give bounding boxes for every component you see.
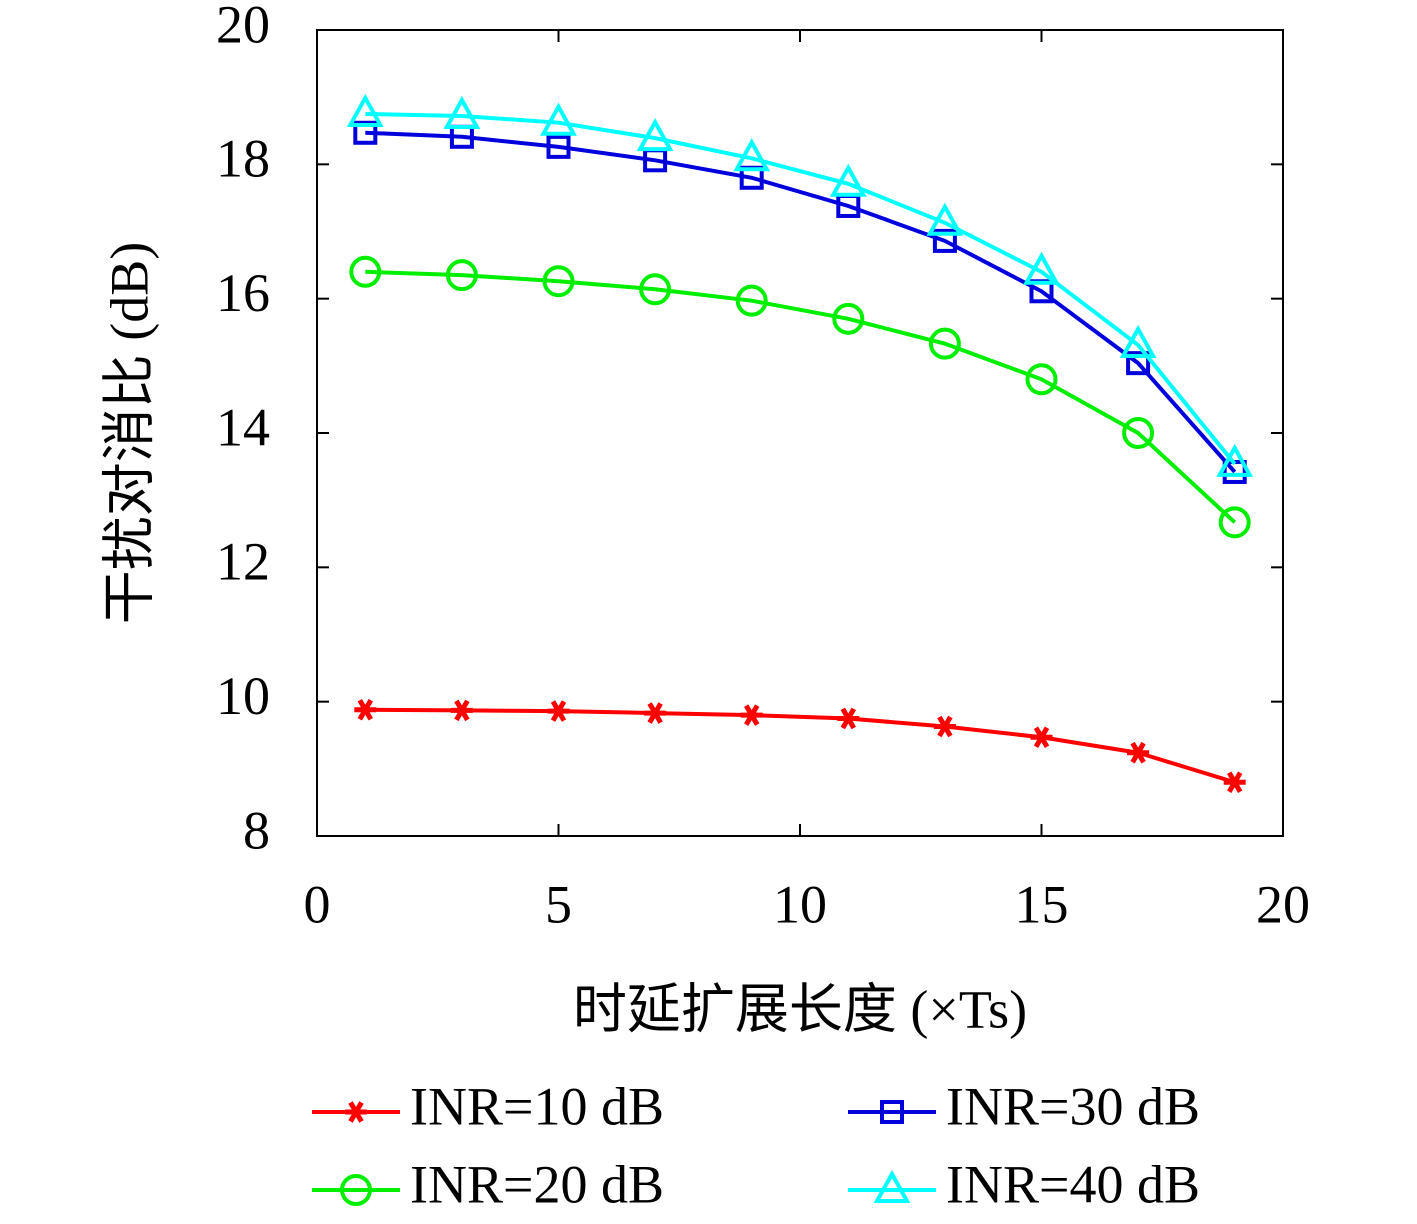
legend-label: INR=10 dB — [410, 1076, 664, 1136]
data-marker — [837, 707, 860, 730]
data-marker — [353, 120, 378, 145]
data-marker — [1030, 726, 1053, 749]
data-marker — [1216, 443, 1254, 477]
legend-label: INR=40 dB — [946, 1154, 1200, 1214]
x-tick-label: 0 — [304, 874, 331, 934]
data-marker — [540, 102, 577, 136]
data-marker — [354, 698, 377, 721]
series-line — [365, 707, 1236, 785]
legend-marker — [345, 1101, 367, 1123]
data-marker — [1025, 363, 1058, 396]
y-tick-label: 12 — [216, 532, 270, 592]
y-tick-label: 16 — [216, 263, 270, 323]
data-marker — [644, 702, 667, 724]
x-axis-label: 时延扩展长度 (×Ts) — [573, 979, 1027, 1039]
data-marker — [1126, 351, 1151, 376]
data-marker — [832, 302, 865, 335]
data-marker — [932, 228, 957, 253]
y-tick-label: 18 — [216, 129, 270, 189]
series-line — [365, 269, 1237, 524]
data-marker — [1119, 324, 1157, 359]
legend-label: INR=30 dB — [946, 1076, 1200, 1136]
y-axis-label: 干扰对消比 (dB) — [99, 242, 159, 624]
x-tick-label: 10 — [773, 874, 827, 934]
y-tick-label: 14 — [216, 397, 270, 457]
series-line — [365, 130, 1237, 474]
legend-marker — [873, 1169, 911, 1203]
data-marker — [1218, 506, 1251, 539]
data-marker — [542, 265, 575, 298]
x-tick-label: 5 — [545, 874, 572, 934]
data-marker — [829, 163, 867, 197]
data-marker — [928, 327, 961, 360]
y-tick-label: 8 — [243, 800, 270, 860]
data-marker — [639, 273, 672, 306]
data-marker — [933, 715, 956, 738]
data-marker — [346, 93, 384, 127]
data-marker — [636, 118, 674, 152]
data-marker — [1127, 741, 1150, 764]
data-marker — [547, 700, 570, 722]
data-marker — [1023, 251, 1060, 285]
series-line — [365, 111, 1237, 466]
data-marker — [546, 134, 571, 159]
data-marker — [733, 138, 771, 172]
data-marker — [1223, 771, 1246, 794]
data-marker — [450, 699, 473, 722]
data-marker — [443, 95, 481, 129]
data-marker — [735, 284, 768, 317]
legend-label: INR=20 dB — [410, 1154, 664, 1214]
legend-marker — [340, 1174, 372, 1206]
data-marker — [740, 704, 763, 726]
y-tick-label: 10 — [216, 666, 270, 726]
x-tick-label: 20 — [1256, 874, 1310, 934]
x-tick-label: 15 — [1015, 874, 1069, 934]
data-marker — [926, 202, 964, 236]
y-tick-label: 20 — [216, 0, 270, 54]
data-marker — [349, 255, 382, 288]
data-marker — [1122, 417, 1155, 449]
legend-marker — [880, 1100, 904, 1124]
data-marker — [445, 259, 478, 292]
